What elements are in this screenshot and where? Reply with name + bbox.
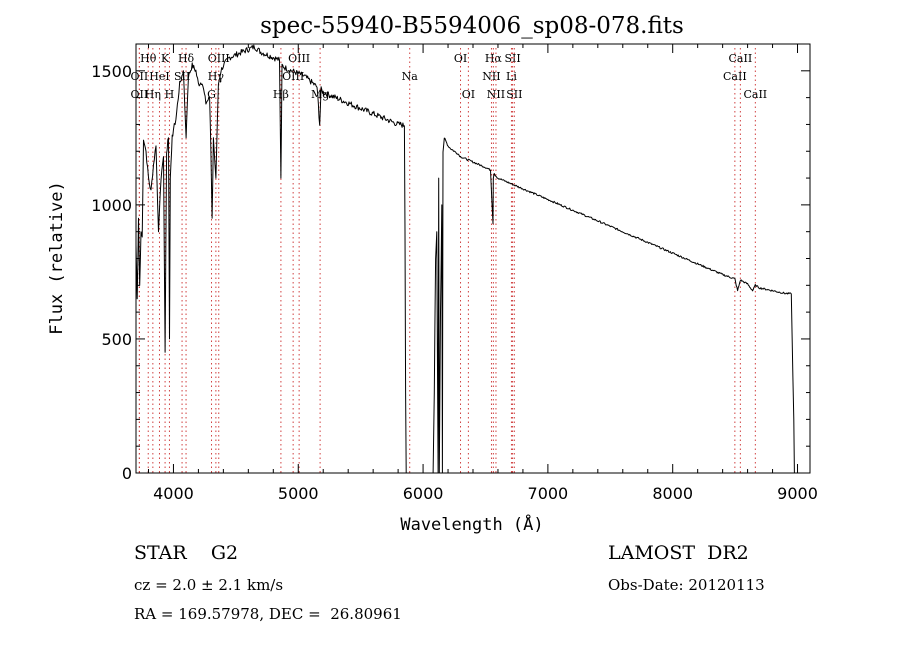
spectral-line-label: Li: [506, 70, 517, 83]
spectral-line-label: OI: [462, 88, 475, 101]
spectral-line-label: OII: [131, 88, 149, 101]
spectral-line-label: H: [165, 88, 175, 101]
spectrum-line: [135, 44, 798, 474]
spectral-line-label: G: [207, 88, 216, 101]
y-tick-label: 1000: [91, 196, 132, 215]
coordinates-label: RA = 169.57978, DEC = 26.80961: [134, 605, 402, 623]
spectral-line-label: NII: [487, 88, 505, 101]
y-axis-label: Flux (relative): [47, 181, 67, 335]
spectral-line-label: NII: [482, 70, 500, 83]
spectral-line-label: Hη: [145, 88, 161, 101]
x-tick-label: 6000: [403, 484, 444, 503]
spectral-line-label: K: [161, 52, 170, 65]
x-tick-label: 8000: [652, 484, 693, 503]
obs-date-label: Obs-Date: 20120113: [608, 576, 765, 594]
chart-title: spec-55940-B5594006_sp08-078.fits: [260, 13, 684, 39]
spectral-line-label: OI: [454, 52, 467, 65]
x-axis-label: Wavelength (Å): [400, 513, 543, 535]
axes-layer: 4000 5000 6000 7000 8000 9000 0 500 1000 1500: [91, 44, 818, 503]
spectral-line-label: HeI: [149, 70, 169, 83]
x-tick-label: 5000: [278, 484, 319, 503]
y-tick-label: 0: [122, 464, 132, 483]
y-tick-label: 500: [101, 330, 132, 349]
spectral-line-label: CaII: [729, 52, 753, 65]
x-tick-label: 7000: [528, 484, 569, 503]
spectral-line-label: Hα: [485, 52, 503, 65]
spectral-line-label: OIII: [282, 70, 304, 83]
spectral-line-label: CaII: [723, 70, 747, 83]
redshift-label: cz = 2.0 ± 2.1 km/s: [134, 576, 284, 594]
x-tick-label: 9000: [777, 484, 818, 503]
x-tick-label: 4000: [153, 484, 194, 503]
object-class-label: STAR G2: [134, 542, 239, 564]
spectral-line-label: Hβ: [273, 88, 289, 101]
survey-label: LAMOST DR2: [608, 542, 749, 564]
spectral-line-label: CaII: [743, 88, 767, 101]
spectral-line-label: SII: [506, 88, 522, 101]
y-tick-label: 1500: [91, 62, 132, 81]
spectrum-line-layer: [135, 44, 798, 474]
spectral-line-label: Hγ: [208, 70, 225, 83]
spectral-line-label: Hθ: [140, 52, 157, 65]
plot-frame: [135, 43, 811, 474]
spectral-line-label: SII: [504, 52, 520, 65]
spectral-line-label: Mg: [311, 88, 329, 101]
spectral-line-label: Na: [402, 70, 419, 83]
spectral-line-label: Hδ: [178, 52, 195, 65]
spectral-line-label: OIII: [288, 52, 310, 65]
